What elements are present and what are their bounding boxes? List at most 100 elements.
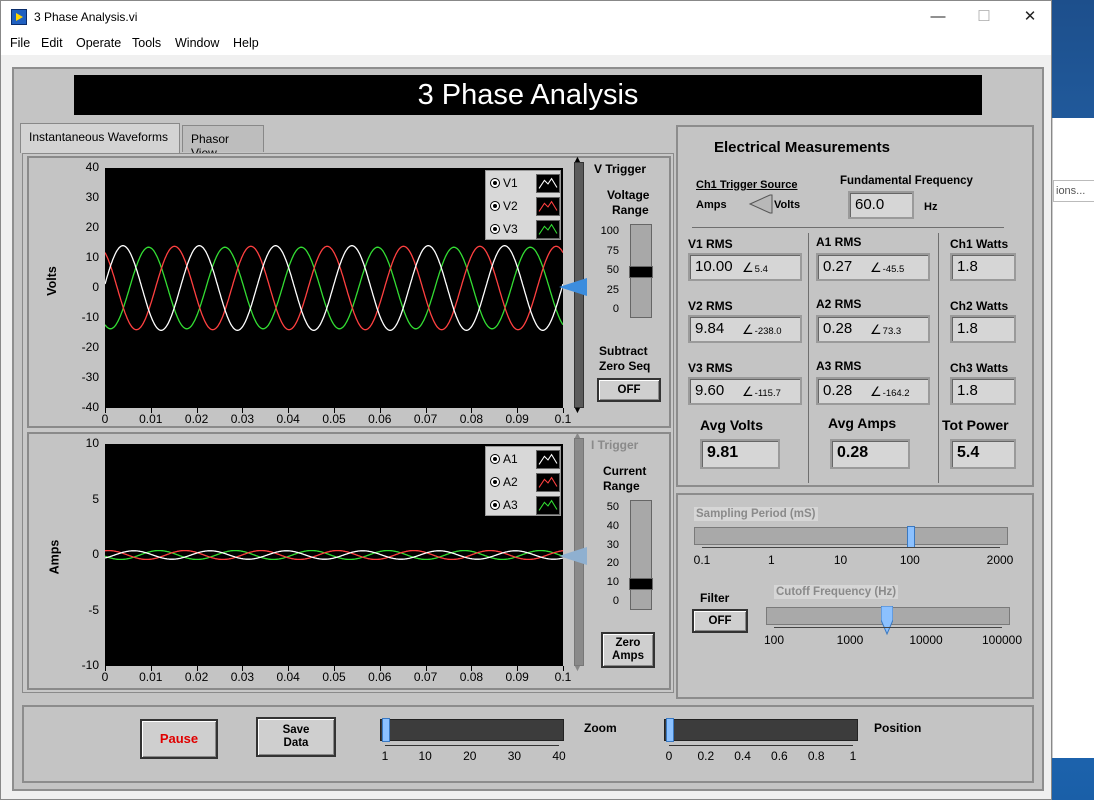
minimize-button[interactable]: — xyxy=(930,8,946,25)
tab-instantaneous-waveforms[interactable]: Instantaneous Waveforms xyxy=(20,123,180,153)
ch1-watts-label: Ch1 Watts xyxy=(950,237,1009,251)
zero-amps-button[interactable]: Zero Amps xyxy=(601,632,655,668)
a2-angle: 73.3 xyxy=(870,322,902,338)
volts_graph-ytick: -40 xyxy=(81,400,99,414)
avg-amps-label: Avg Amps xyxy=(828,415,897,431)
volts_graph-ytick: -30 xyxy=(81,370,99,384)
amps_graph-xtick-mark xyxy=(517,666,519,671)
volts_graph-xtick-mark xyxy=(105,408,106,413)
scale-label: 100 xyxy=(899,553,920,567)
i-trigger-pointer-icon[interactable] xyxy=(559,547,587,565)
v-trigger-up-arrow[interactable]: ▲ xyxy=(573,154,582,164)
legend-item-v2[interactable]: V2 xyxy=(488,196,562,219)
position-thumb[interactable] xyxy=(666,718,674,742)
v-trigger-pointer-icon[interactable] xyxy=(559,278,587,296)
menu-help[interactable]: Help xyxy=(233,36,259,50)
amps_graph-ytick: 10 xyxy=(85,436,99,450)
range-tick: 10 xyxy=(606,576,619,589)
cutoff-frequency-slider[interactable] xyxy=(766,606,1010,636)
freq-unit: Hz xyxy=(924,201,938,213)
current-range-thumb[interactable] xyxy=(629,578,653,591)
scale-line xyxy=(669,745,853,746)
tab-phasor-view[interactable]: Phasor View xyxy=(182,125,264,160)
measurements-divider xyxy=(692,227,1004,228)
v3-rms-indicator: 9.60-115.7 xyxy=(688,377,802,405)
close-button[interactable]: ✕ xyxy=(1023,8,1037,25)
v1-rms-indicator: 10.005.4 xyxy=(688,253,802,281)
v-trigger-down-arrow[interactable]: ▼ xyxy=(573,405,582,415)
amps-plot[interactable]: A1 A2 A3 xyxy=(105,444,563,666)
current-range-label-1: Current xyxy=(603,464,647,478)
current-range-slider[interactable] xyxy=(629,500,653,610)
legend-item-a2[interactable]: A2 xyxy=(488,472,562,495)
filter-button[interactable]: OFF xyxy=(692,609,748,633)
legend-item-a3[interactable]: A3 xyxy=(488,495,562,518)
zoom-slider[interactable] xyxy=(380,718,564,742)
range-tick: 50 xyxy=(606,264,619,276)
amps_graph-xtick-mark xyxy=(196,666,198,671)
series-v2 xyxy=(105,245,563,331)
menu-edit[interactable]: Edit xyxy=(41,36,63,50)
menu-tools[interactable]: Tools xyxy=(132,36,162,50)
title-bar: 3 Phase Analysis.vi — ☐ ✕ xyxy=(1,1,1051,33)
menu-window[interactable]: Window xyxy=(175,36,220,50)
sampling-period-thumb[interactable] xyxy=(906,526,915,548)
scale-label: 100000 xyxy=(981,633,1023,647)
legend-item-a1[interactable]: A1 xyxy=(488,449,562,472)
sampling-period-label: Sampling Period (mS) xyxy=(694,507,818,521)
series-a1 xyxy=(105,550,563,560)
position-slider[interactable] xyxy=(664,718,858,742)
save-label-2: Data xyxy=(283,737,309,749)
window-title: 3 Phase Analysis.vi xyxy=(34,10,138,24)
voltage-range-slider[interactable] xyxy=(629,224,653,318)
legend-item-v3[interactable]: V3 xyxy=(488,219,562,242)
amps_graph-xtick-mark xyxy=(563,666,564,671)
zoom-thumb[interactable] xyxy=(382,718,390,742)
legend-item-v1[interactable]: V1 xyxy=(488,173,562,196)
volts-waveform-svg xyxy=(105,245,563,331)
cutoff-frequency-thumb[interactable] xyxy=(881,606,894,636)
volts_graph-xtick: 0.03 xyxy=(230,412,255,426)
scale-label: 0.2 xyxy=(697,749,715,763)
amps_graph-xtick-mark xyxy=(242,666,244,671)
v3-angle: -115.7 xyxy=(742,384,781,400)
range-tick: 0 xyxy=(612,595,619,607)
volts-plot[interactable]: V1 V2 V3 xyxy=(105,168,563,408)
maximize-button[interactable]: ☐ xyxy=(977,8,991,25)
volts_graph-ytick: 10 xyxy=(85,250,99,264)
v2-rms-indicator: 9.84-238.0 xyxy=(688,315,802,343)
avg-volts-indicator: 9.81 xyxy=(700,439,780,469)
amps-waveform-svg xyxy=(105,549,563,561)
volts_graph-ytick: -20 xyxy=(81,340,99,354)
amps_graph-xtick: 0.02 xyxy=(184,670,209,684)
volts_graph-ytick: 40 xyxy=(85,160,99,174)
volts_graph-xtick-mark xyxy=(471,408,473,413)
save-data-button[interactable]: Save Data xyxy=(256,717,336,757)
v1-rms-label: V1 RMS xyxy=(688,237,733,251)
subtract-zero-seq-button[interactable]: OFF xyxy=(597,378,661,402)
v2-angle: -238.0 xyxy=(742,322,782,338)
i-trigger-up-arrow[interactable]: ▲ xyxy=(573,430,582,440)
amps_graph-xtick: 0.07 xyxy=(413,670,438,684)
trigger-amps-label: Amps xyxy=(696,199,727,211)
voltage-range-thumb[interactable] xyxy=(629,266,653,278)
zero-amps-label-1: Zero xyxy=(615,637,641,649)
trigger-source-toggle[interactable] xyxy=(748,193,774,215)
v3-rms-label: V3 RMS xyxy=(688,361,733,375)
menu-file[interactable]: File xyxy=(10,36,31,50)
background-window-field: ions... xyxy=(1053,180,1094,202)
range-tick: 25 xyxy=(606,283,619,296)
scale-label: 100 xyxy=(763,633,785,647)
volts-axis-label: Volts xyxy=(44,266,59,296)
ch2-watts-indicator: 1.8 xyxy=(950,315,1016,343)
series-v1 xyxy=(105,245,563,331)
i-trigger-down-arrow[interactable]: ▼ xyxy=(573,663,582,673)
menu-operate[interactable]: Operate xyxy=(76,36,122,50)
volts_graph-ytick: 20 xyxy=(85,220,99,234)
a2-rms-indicator: 0.2873.3 xyxy=(816,315,930,343)
volts_graph-xtick: 0.02 xyxy=(184,412,209,426)
series-v3 xyxy=(105,246,563,330)
sampling-period-slider[interactable] xyxy=(694,526,1008,548)
pause-button[interactable]: Pause xyxy=(140,719,218,759)
bottom-control-bar: Pause Save Data Zoom Position 1 10 20 30 40 0… xyxy=(22,705,1034,783)
